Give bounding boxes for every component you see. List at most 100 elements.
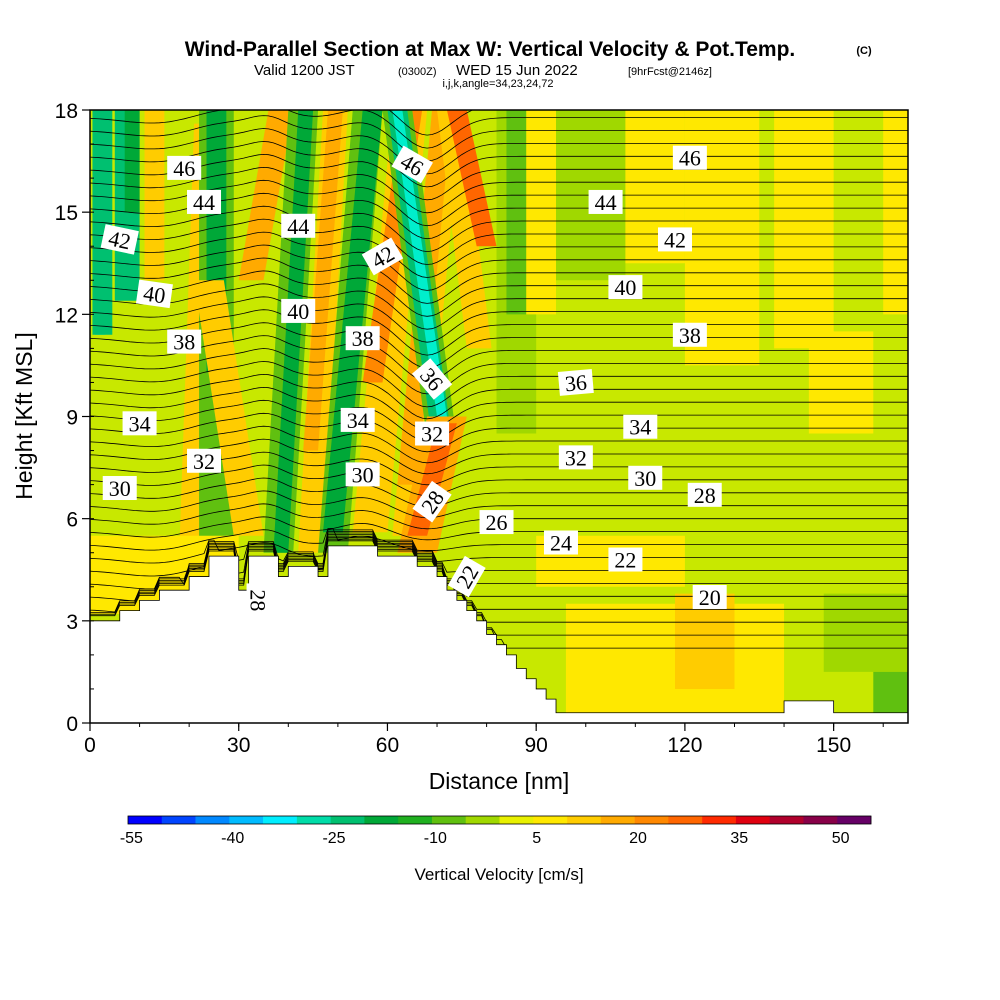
theta-label-text: 36 (564, 370, 588, 397)
theta-contour-line (90, 179, 908, 227)
colorbar-swatch (296, 816, 331, 824)
y-tick-label: 0 (66, 713, 78, 736)
theta-label-9: 40 (281, 298, 316, 324)
theta-contour-line (90, 283, 908, 330)
colorbar-tick-labels: -55 -40 -25 -10 5 20 35 50 (120, 830, 850, 847)
theta-label-31: 42 (657, 227, 692, 252)
x-axis-ticks: 0 30 60 90 120 150 (84, 723, 884, 757)
theta-label-text: 24 (550, 531, 572, 556)
colorbar-tick-label: 35 (730, 830, 748, 847)
theta-label-text: 38 (679, 323, 701, 348)
velocity-band-9 (238, 110, 294, 281)
theta-contour-line (90, 535, 908, 613)
velocity-band-29 (526, 110, 557, 315)
theta-contour-line (90, 361, 908, 408)
colorbar-swatch (263, 816, 298, 824)
velocity-band-26 (446, 110, 497, 247)
theta-label-text: 32 (193, 449, 215, 474)
copyright-mark: (C) (856, 45, 872, 57)
theta-label-12: 30 (345, 462, 380, 487)
theta-label-17: 32 (415, 421, 450, 447)
colorbar-swatch (702, 816, 737, 824)
colorbar-title: Vertical Velocity [cm/s] (414, 865, 583, 884)
x-tick-label: 150 (816, 734, 851, 757)
velocity-band-31 (625, 110, 685, 264)
velocity-band-41 (873, 671, 908, 713)
theta-label-text: 38 (173, 330, 195, 355)
chart-title: Wind-Parallel Section at Max W: Vertical… (185, 38, 796, 61)
theta-label-text: 42 (106, 225, 133, 254)
theta-contour-line (90, 425, 908, 464)
colorbar-swatch (499, 816, 534, 824)
theta-label-text: 44 (595, 190, 617, 215)
theta-label-33: 46 (672, 145, 707, 171)
colorbar-swatch (533, 816, 568, 824)
theta-label-1: 44 (187, 189, 222, 215)
valid-time-label: Valid 1200 JST (254, 62, 355, 79)
theta-contour-line (90, 438, 908, 475)
theta-contour-line (90, 296, 908, 343)
valid-utc-label: (0300Z) (398, 66, 437, 78)
theta-contour-line (90, 309, 908, 356)
chart-subtitle: Valid 1200 JST (0300Z) WED 15 Jun 2022 [… (254, 62, 712, 79)
velocity-band-13 (303, 110, 343, 451)
theta-label-text: 42 (664, 227, 686, 252)
theta-contour-line (90, 192, 908, 240)
forecast-label: [9hrFcst@2146z] (628, 66, 712, 78)
colorbar-tick-label: 5 (532, 830, 541, 847)
theta-contour-line (90, 335, 908, 382)
theta-contour-line (90, 386, 908, 431)
theta-contour-line (90, 322, 908, 369)
colorbar-tick-label: 50 (832, 830, 850, 847)
theta-contour-line (90, 451, 908, 486)
theta-label-text: 26 (486, 510, 508, 535)
theta-label-text: 44 (193, 190, 215, 215)
theta-contour-line (90, 531, 908, 577)
colorbar-swatch (330, 816, 365, 824)
colorbar-swatch (803, 816, 838, 824)
velocity-band-15 (323, 110, 383, 533)
theta-label-32: 44 (588, 189, 623, 215)
theta-label-text: 28 (694, 483, 716, 508)
colorbar-tick-label: -55 (120, 830, 143, 847)
theta-contour-line (90, 412, 908, 453)
velocity-band-33 (774, 110, 834, 349)
x-tick-label: 30 (227, 734, 250, 757)
velocity-band-28 (506, 110, 527, 315)
theta-contour-line (90, 244, 908, 291)
theta-label-text: 30 (109, 476, 131, 501)
theta-contour-line (90, 270, 908, 317)
plot-area: 4644424038343230444038343028464236322822… (90, 110, 908, 723)
theta-label-23: 20 (692, 584, 727, 610)
theta-label-25: 30 (628, 465, 663, 491)
theta-contour-line (90, 373, 908, 420)
theta-contour-line (90, 540, 908, 649)
colorbar-swatch (364, 816, 399, 824)
theta-contour-line (90, 153, 908, 201)
y-tick-label: 12 (55, 304, 78, 327)
theta-label-26: 32 (558, 445, 593, 470)
theta-label-text: 20 (699, 585, 721, 610)
theta-label-13: 28 (246, 583, 271, 618)
theta-label-0: 46 (167, 155, 202, 181)
theta-contour-line (90, 218, 908, 265)
colorbar-swatch (431, 816, 467, 824)
theta-label-2: 42 (100, 224, 139, 255)
theta-contour-line (90, 534, 908, 602)
theta-label-27: 34 (623, 414, 658, 440)
theta-label-text: 44 (287, 214, 309, 239)
colorbar-swatch (634, 816, 669, 824)
colorbar-swatch (567, 816, 602, 824)
theta-label-text: 30 (634, 466, 656, 491)
theta-label-8: 44 (281, 213, 316, 239)
theta-contour-line (90, 537, 908, 623)
theta-contour-line (90, 348, 908, 395)
theta-label-text: 46 (679, 146, 701, 171)
theta-contour-line (90, 399, 908, 442)
colorbar-swatch (837, 816, 872, 824)
velocity-band-32 (684, 110, 760, 366)
theta-label-24: 28 (687, 482, 722, 508)
theta-label-3: 40 (135, 279, 173, 308)
terrain-mask (90, 545, 908, 723)
theta-contour-line (90, 464, 908, 497)
